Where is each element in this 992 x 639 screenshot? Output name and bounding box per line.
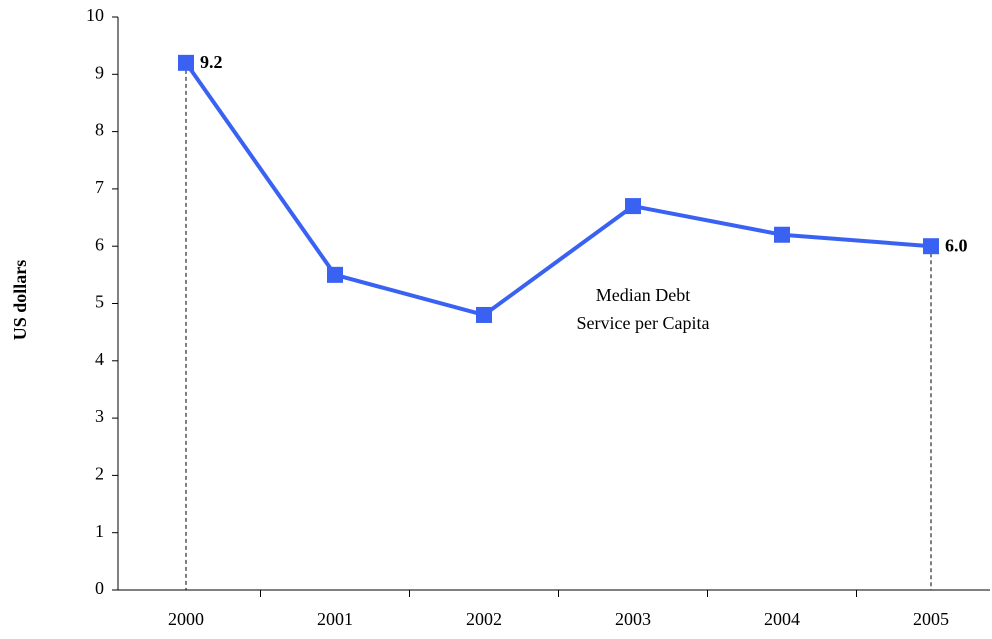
x-tick-label: 2001 [317, 609, 353, 629]
annotation: Service per Capita [577, 313, 710, 333]
annotation: Median Debt [596, 285, 690, 305]
y-tick-label: 2 [95, 464, 104, 484]
y-tick-label: 8 [95, 120, 104, 140]
data-label: 9.2 [200, 52, 223, 72]
x-tick-label: 2002 [466, 609, 502, 629]
y-tick-label: 10 [86, 5, 104, 25]
x-tick-label: 2003 [615, 609, 651, 629]
x-tick-label: 2005 [913, 609, 949, 629]
series-line [184, 61, 932, 317]
marker [774, 226, 790, 243]
marker [625, 198, 641, 215]
y-tick-label: 1 [95, 521, 104, 541]
x-tick-label: 2000 [168, 609, 204, 629]
y-tick-label: 6 [95, 234, 104, 254]
marker [327, 266, 343, 283]
y-tick-label: 9 [95, 62, 104, 82]
marker [178, 54, 194, 71]
y-tick-label: 5 [95, 292, 104, 312]
x-tick-label: 2004 [764, 609, 800, 629]
marker [476, 306, 492, 323]
y-tick-label: 7 [95, 177, 104, 197]
y-tick-label: 3 [95, 406, 104, 426]
data-label: 6.0 [945, 235, 968, 255]
y-axis-label: US dollars [10, 260, 30, 341]
y-tick-label: 4 [95, 349, 104, 369]
y-tick-label: 0 [95, 578, 104, 598]
marker [923, 238, 939, 255]
